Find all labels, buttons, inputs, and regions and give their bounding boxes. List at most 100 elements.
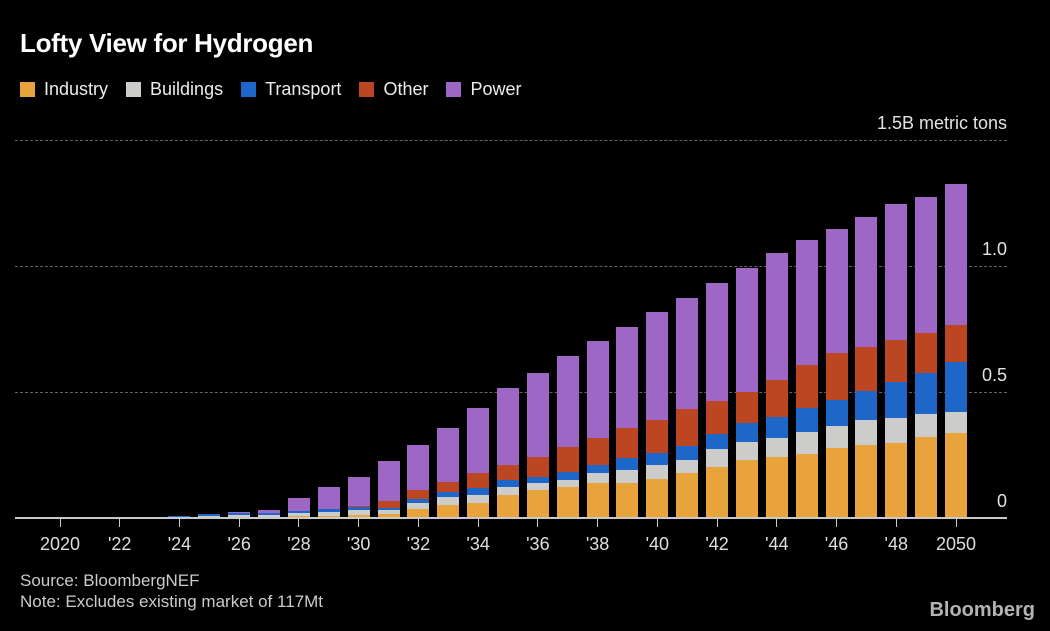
x-tick <box>776 519 778 527</box>
bar-2040 <box>646 311 669 518</box>
source-text: Source: BloombergNEF <box>20 571 200 590</box>
bar-segment-buildings <box>258 514 281 517</box>
x-tick <box>178 519 180 527</box>
bar-segment-transport <box>407 499 430 503</box>
bar-segment-power <box>347 476 370 507</box>
bar-segment-power <box>377 461 400 501</box>
bar-segment-other <box>407 490 430 500</box>
bar-segment-other <box>825 352 848 401</box>
bar-segment-transport <box>915 373 938 415</box>
bar-segment-other <box>526 457 549 477</box>
bar-segment-power <box>915 196 938 334</box>
legend-swatch-icon <box>20 82 35 97</box>
bar-segment-other <box>885 339 908 382</box>
bar-segment-industry <box>497 495 519 518</box>
bar-2033 <box>437 428 460 518</box>
bar-segment-other <box>735 392 758 424</box>
bar-2030 <box>347 476 370 518</box>
bar-2044 <box>765 253 788 518</box>
bar-segment-power <box>855 216 878 347</box>
legend-item-label: Power <box>470 79 522 99</box>
bar-segment-industry <box>437 504 460 518</box>
bar-2039 <box>616 326 639 518</box>
bar-segment-transport <box>855 390 878 420</box>
x-tick <box>417 519 419 527</box>
x-tick-label: '40 <box>645 534 670 554</box>
bar-segment-buildings <box>735 442 758 460</box>
bar-2045 <box>795 240 818 518</box>
bar-segment-other <box>377 500 400 508</box>
legend-swatch-icon <box>126 82 142 97</box>
bar-segment-power <box>706 283 729 402</box>
bar-segment-transport <box>526 476 549 483</box>
note-text: Note: Excludes existing market of 117Mt <box>20 592 323 611</box>
bar-segment-transport <box>228 513 251 516</box>
bar-segment-industry <box>586 482 609 518</box>
bar-segment-buildings <box>825 425 848 448</box>
bar-segment-power <box>497 387 519 465</box>
bar-segment-buildings <box>616 469 639 483</box>
bar-segment-transport <box>467 487 490 495</box>
bar-segment-transport <box>258 513 281 515</box>
legend-item-label: Buildings <box>150 79 224 99</box>
bar-segment-industry <box>467 502 490 518</box>
bar-segment-transport <box>287 511 310 514</box>
legend: Industry Buildings Transport Other Power <box>20 79 522 100</box>
x-tick-label: 2020 <box>39 534 81 554</box>
x-tick <box>955 519 957 527</box>
bar-segment-power <box>317 487 340 509</box>
bar-segment-buildings <box>556 479 579 487</box>
bar-segment-buildings <box>706 449 729 468</box>
bar-segment-buildings <box>347 510 370 515</box>
bar-segment-industry <box>556 486 579 518</box>
bar-segment-buildings <box>228 515 251 518</box>
bar-segment-industry <box>676 472 699 518</box>
legend-item-other: Other <box>359 79 428 100</box>
bar-segment-buildings <box>915 414 938 438</box>
bar-segment-power <box>735 268 758 393</box>
legend-swatch-icon <box>359 82 375 97</box>
bar-segment-buildings <box>287 513 310 517</box>
bar-segment-power <box>287 497 310 512</box>
x-tick-label: '46 <box>824 534 849 554</box>
x-tick-label: '44 <box>765 534 789 554</box>
bar-segment-buildings <box>407 502 430 509</box>
bar-segment-power <box>586 340 609 438</box>
bar-segment-power <box>526 373 549 457</box>
x-tick <box>238 519 240 527</box>
bar-segment-power <box>646 311 669 420</box>
bar-2042 <box>706 283 729 518</box>
bar-segment-transport <box>586 464 609 473</box>
legend-item-label: Industry <box>44 79 109 99</box>
bar-segment-buildings <box>855 419 878 445</box>
x-tick-label: '30 <box>346 534 371 554</box>
bar-segment-industry <box>317 515 340 518</box>
bar-segment-power <box>825 228 848 353</box>
footer: Source: BloombergNEF Note: Excludes exis… <box>20 570 323 612</box>
x-tick <box>656 519 658 527</box>
x-tick-label: '26 <box>227 534 251 554</box>
bar-segment-transport <box>377 507 400 511</box>
legend-item-power: Power <box>446 79 522 100</box>
bar-segment-power <box>437 428 460 482</box>
bar-segment-other <box>855 346 878 391</box>
x-tick <box>358 519 360 527</box>
legend-item-buildings: Buildings <box>126 79 223 100</box>
gridline-1.5 <box>15 140 1007 141</box>
bar-segment-transport <box>945 362 967 413</box>
bar-segment-other <box>317 508 340 510</box>
page-title: Lofty View for Hydrogen <box>20 28 314 58</box>
bar-segment-transport <box>646 452 669 465</box>
bar-segment-buildings <box>885 417 908 443</box>
x-tick-label: '32 <box>406 534 431 554</box>
bar-segment-transport <box>497 479 519 487</box>
bar-2034 <box>467 407 490 518</box>
x-tick-label: 2050 <box>935 534 977 554</box>
bar-segment-industry <box>706 467 729 518</box>
bar-segment-transport <box>616 457 639 470</box>
bar-segment-buildings <box>497 486 519 496</box>
legend-swatch-icon <box>241 82 257 97</box>
x-tick <box>59 519 61 527</box>
bar-segment-buildings <box>526 482 549 490</box>
